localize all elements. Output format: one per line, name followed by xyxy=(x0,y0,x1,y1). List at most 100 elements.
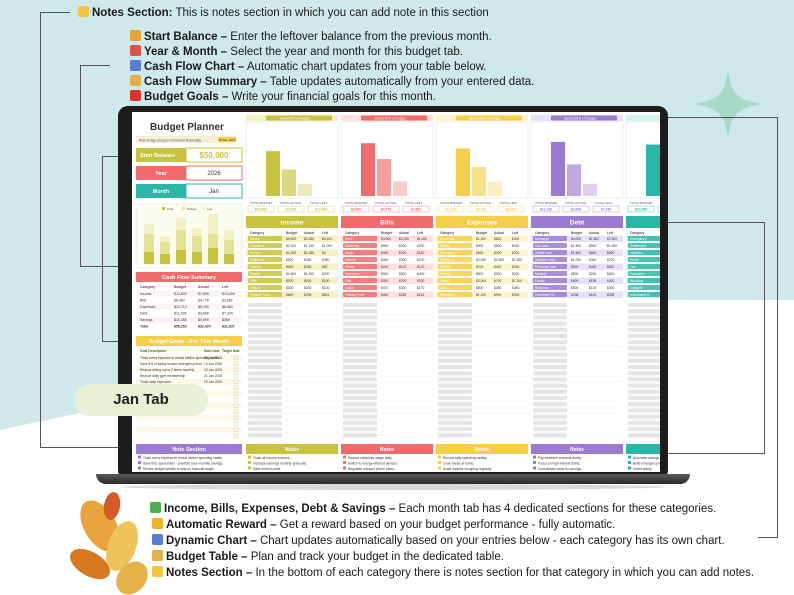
empty-category-cell[interactable] xyxy=(248,383,282,388)
start-balance-input[interactable] xyxy=(185,147,243,163)
empty-category-cell[interactable] xyxy=(343,352,377,357)
table-row[interactable] xyxy=(436,277,528,285)
empty-category-cell[interactable] xyxy=(533,433,567,438)
empty-category-cell[interactable] xyxy=(628,414,660,419)
category-chip[interactable] xyxy=(628,278,660,283)
table-row[interactable] xyxy=(341,256,433,264)
empty-category-cell[interactable] xyxy=(343,383,377,388)
category-chip[interactable] xyxy=(438,271,472,276)
empty-category-cell[interactable] xyxy=(628,377,660,382)
empty-category-cell[interactable] xyxy=(628,321,660,326)
category-chip[interactable] xyxy=(533,257,567,262)
empty-category-cell[interactable] xyxy=(438,396,472,400)
empty-category-cell[interactable] xyxy=(438,377,472,382)
empty-category-cell[interactable] xyxy=(628,346,660,351)
empty-category-cell[interactable] xyxy=(533,371,567,376)
empty-category-cell[interactable] xyxy=(533,340,567,345)
category-chip[interactable] xyxy=(343,257,377,262)
empty-category-cell[interactable] xyxy=(248,315,282,320)
empty-category-cell[interactable] xyxy=(248,365,282,369)
goal-row[interactable] xyxy=(136,367,242,373)
table-row[interactable] xyxy=(531,270,623,278)
table-row[interactable] xyxy=(531,263,623,271)
category-chip[interactable] xyxy=(438,236,472,241)
category-chip[interactable] xyxy=(628,285,660,290)
empty-category-cell[interactable] xyxy=(438,427,472,431)
empty-category-cell[interactable] xyxy=(343,371,377,376)
goal-checkbox[interactable] xyxy=(233,409,238,414)
empty-category-cell[interactable] xyxy=(248,433,282,438)
table-row[interactable] xyxy=(531,242,623,250)
table-row[interactable] xyxy=(341,249,433,257)
empty-category-cell[interactable] xyxy=(628,427,660,431)
empty-category-cell[interactable] xyxy=(343,377,377,382)
empty-category-cell[interactable] xyxy=(533,414,567,419)
empty-category-cell[interactable] xyxy=(438,321,472,326)
empty-category-cell[interactable] xyxy=(438,402,472,407)
category-chip[interactable] xyxy=(438,264,472,269)
category-chip[interactable] xyxy=(248,236,282,241)
empty-category-cell[interactable] xyxy=(628,420,660,425)
empty-category-cell[interactable] xyxy=(248,414,282,419)
category-chip[interactable] xyxy=(628,250,660,255)
category-chip[interactable] xyxy=(628,243,660,248)
empty-category-cell[interactable] xyxy=(438,334,472,338)
category-chip[interactable] xyxy=(248,271,282,276)
empty-category-cell[interactable] xyxy=(533,427,567,431)
empty-category-cell[interactable] xyxy=(533,321,567,326)
empty-category-cell[interactable] xyxy=(343,321,377,326)
empty-category-cell[interactable] xyxy=(248,396,282,400)
empty-category-cell[interactable] xyxy=(628,334,660,338)
category-chip[interactable] xyxy=(248,285,282,290)
empty-category-cell[interactable] xyxy=(343,340,377,345)
table-row[interactable] xyxy=(436,256,528,264)
table-row[interactable] xyxy=(341,242,433,250)
empty-category-cell[interactable] xyxy=(248,389,282,394)
goal-checkbox[interactable] xyxy=(233,379,238,384)
empty-category-cell[interactable] xyxy=(533,303,567,307)
table-row[interactable] xyxy=(531,277,623,285)
empty-category-cell[interactable] xyxy=(628,389,660,394)
category-chip[interactable] xyxy=(533,250,567,255)
empty-category-cell[interactable] xyxy=(248,352,282,357)
category-chip[interactable] xyxy=(533,278,567,283)
category-chip[interactable] xyxy=(248,292,282,297)
category-chip[interactable] xyxy=(343,271,377,276)
goal-checkbox[interactable] xyxy=(233,415,238,420)
category-chip[interactable] xyxy=(343,243,377,248)
empty-category-cell[interactable] xyxy=(533,365,567,369)
empty-category-cell[interactable] xyxy=(248,420,282,425)
category-chip[interactable] xyxy=(248,250,282,255)
goal-row[interactable] xyxy=(136,421,242,427)
category-chip[interactable] xyxy=(438,250,472,255)
empty-category-cell[interactable] xyxy=(248,402,282,407)
empty-category-cell[interactable] xyxy=(438,371,472,376)
category-chip[interactable] xyxy=(438,257,472,262)
empty-category-cell[interactable] xyxy=(438,340,472,345)
empty-category-cell[interactable] xyxy=(438,420,472,425)
category-chip[interactable] xyxy=(343,292,377,297)
jan-tab-label[interactable]: Jan Tab xyxy=(74,384,208,416)
empty-category-cell[interactable] xyxy=(248,321,282,326)
goal-checkbox[interactable] xyxy=(233,403,238,408)
empty-category-cell[interactable] xyxy=(438,408,472,413)
empty-category-cell[interactable] xyxy=(628,371,660,376)
empty-category-cell[interactable] xyxy=(438,303,472,307)
goal-checkbox[interactable] xyxy=(233,427,238,432)
goal-checkbox[interactable] xyxy=(233,397,238,402)
table-row[interactable] xyxy=(531,256,623,264)
empty-category-cell[interactable] xyxy=(533,358,567,363)
empty-category-cell[interactable] xyxy=(533,396,567,400)
empty-category-cell[interactable] xyxy=(343,315,377,320)
table-row[interactable] xyxy=(246,263,338,271)
goal-checkbox[interactable] xyxy=(233,385,238,390)
empty-category-cell[interactable] xyxy=(343,358,377,363)
goal-row[interactable] xyxy=(136,361,242,367)
empty-category-cell[interactable] xyxy=(343,427,377,431)
table-row[interactable] xyxy=(436,242,528,250)
empty-category-cell[interactable] xyxy=(628,433,660,438)
goal-checkbox[interactable] xyxy=(233,373,238,378)
category-chip[interactable] xyxy=(533,285,567,290)
empty-category-cell[interactable] xyxy=(438,389,472,394)
goal-checkbox[interactable] xyxy=(233,367,238,372)
